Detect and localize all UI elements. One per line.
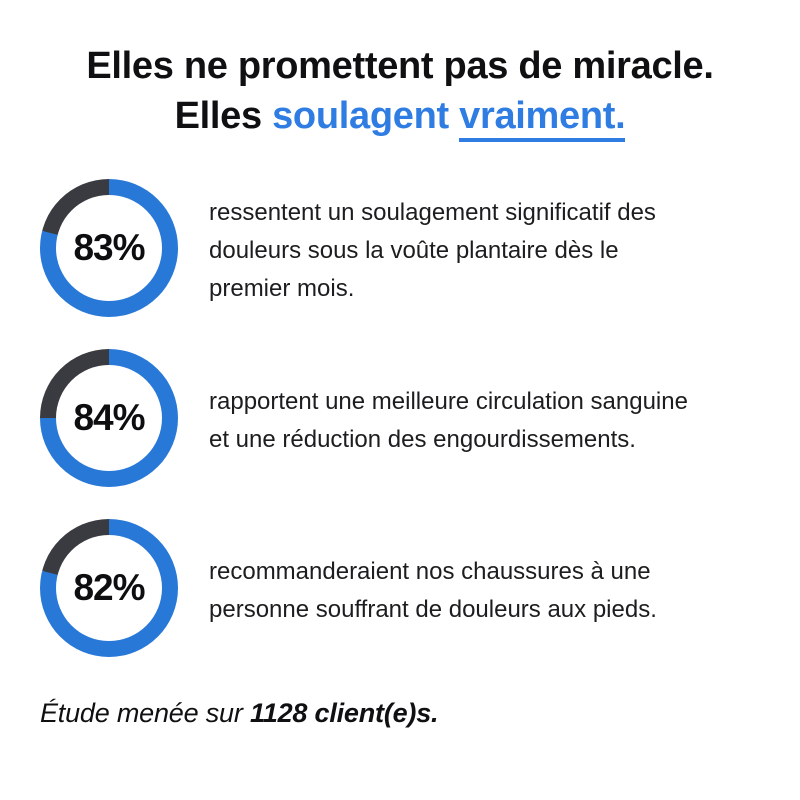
stat-description-1-line-1: ressentent un soulagement significatif d… [209,199,656,226]
donut-chart-3: 82% [40,519,178,657]
stat-value-2: 84% [73,397,145,438]
stat-description-2-line-2: et une réduction des engourdissements. [209,426,636,453]
stat-description-1-line-2: douleurs sous la voûte plantaire dès le [209,237,619,264]
title-line2-prefix: Elles [174,95,273,137]
study-note-count: 1128 client(e)s. [249,698,439,728]
stats-list: 83% ressentent un soulagement significat… [40,179,800,657]
stat-description-3: recommanderaient nos chaussures à une pe… [209,553,657,629]
stat-description-1: ressentent un soulagement significatif d… [209,194,656,308]
title-line-1: Elles ne promettent pas de miracle. [86,45,714,87]
stat-row-1: 83% ressentent un soulagement significat… [40,179,800,317]
stat-row-3: 82% recommanderaient nos chaussures à un… [40,519,800,657]
page-title: Elles ne promettent pas de miracle. Elle… [0,0,800,142]
title-line-2: Elles soulagent vraiment. [0,91,800,142]
title-line2-underlined-word: vraiment. [459,95,626,142]
stat-description-1-line-3: premier mois. [209,275,355,302]
stat-value-3: 82% [73,567,145,608]
title-line2-highlight: soulagent [272,95,460,137]
stat-description-3-line-1: recommanderaient nos chaussures à une [209,558,651,585]
study-note: Étude menée sur 1128 client(e)s. [40,698,800,729]
donut-chart-2: 84% [40,349,178,487]
stat-value-1: 83% [73,227,145,268]
stat-description-3-line-2: personne souffrant de douleurs aux pieds… [209,596,657,623]
stat-description-2: rapportent une meilleure circulation san… [209,383,688,459]
stat-description-2-line-1: rapportent une meilleure circulation san… [209,388,688,415]
study-note-prefix: Étude menée sur [40,698,250,728]
donut-chart-1: 83% [40,179,178,317]
stat-row-2: 84% rapportent une meilleure circulation… [40,349,800,487]
